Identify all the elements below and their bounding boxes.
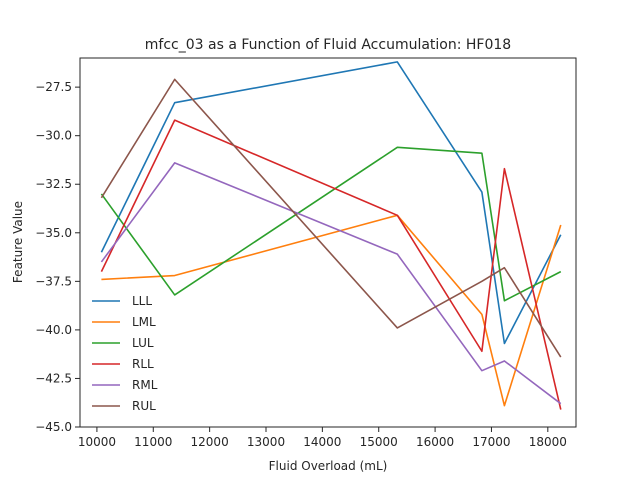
x-tick-label: 13000 <box>247 435 285 449</box>
plot-area <box>79 57 577 428</box>
x-tick-label: 15000 <box>360 435 398 449</box>
series-line-rul <box>100 78 562 358</box>
series-line-rml <box>100 162 562 405</box>
x-tick-label: 14000 <box>303 435 341 449</box>
legend-label-rul: RUL <box>132 399 156 413</box>
x-tick-label: 18000 <box>529 435 567 449</box>
series-line-rll <box>100 119 562 410</box>
series-line-lul <box>100 146 562 302</box>
axis-ticks: 10000 11000 12000 13000 14000 15000 16000 17000… <box>35 80 567 449</box>
legend-label-lul: LUL <box>132 336 154 350</box>
y-tick-label: −32.5 <box>35 177 72 191</box>
x-axis-label: Fluid Overload (mL) <box>269 459 388 473</box>
y-tick-label: −27.5 <box>35 80 72 94</box>
legend-label-rml: RML <box>132 378 158 392</box>
x-tick-label: 10000 <box>78 435 116 449</box>
legend-label-lll: LLL <box>132 294 152 308</box>
chart-title: mfcc_03 as a Function of Fluid Accumulat… <box>145 37 511 53</box>
y-tick-label: −42.5 <box>35 371 72 385</box>
legend-label-lml: LML <box>132 315 156 329</box>
y-tick-label: −37.5 <box>35 274 72 288</box>
series-line-lll <box>100 61 562 345</box>
x-tick-label: 16000 <box>416 435 454 449</box>
y-axis-label: Feature Value <box>11 201 25 283</box>
y-tick-label: −30.0 <box>35 129 72 143</box>
series-lines <box>100 61 562 410</box>
legend-label-rll: RLL <box>132 357 154 371</box>
x-tick-label: 12000 <box>191 435 229 449</box>
x-tick-label: 17000 <box>472 435 510 449</box>
series-line-lml <box>101 214 562 407</box>
y-tick-label: −40.0 <box>35 323 72 337</box>
y-tick-label: −35.0 <box>35 226 72 240</box>
legend: LLL LML LUL RLL RML RUL <box>92 294 158 413</box>
x-tick-label: 11000 <box>134 435 172 449</box>
y-tick-label: −45.0 <box>35 420 72 434</box>
plot-frame <box>79 57 577 428</box>
